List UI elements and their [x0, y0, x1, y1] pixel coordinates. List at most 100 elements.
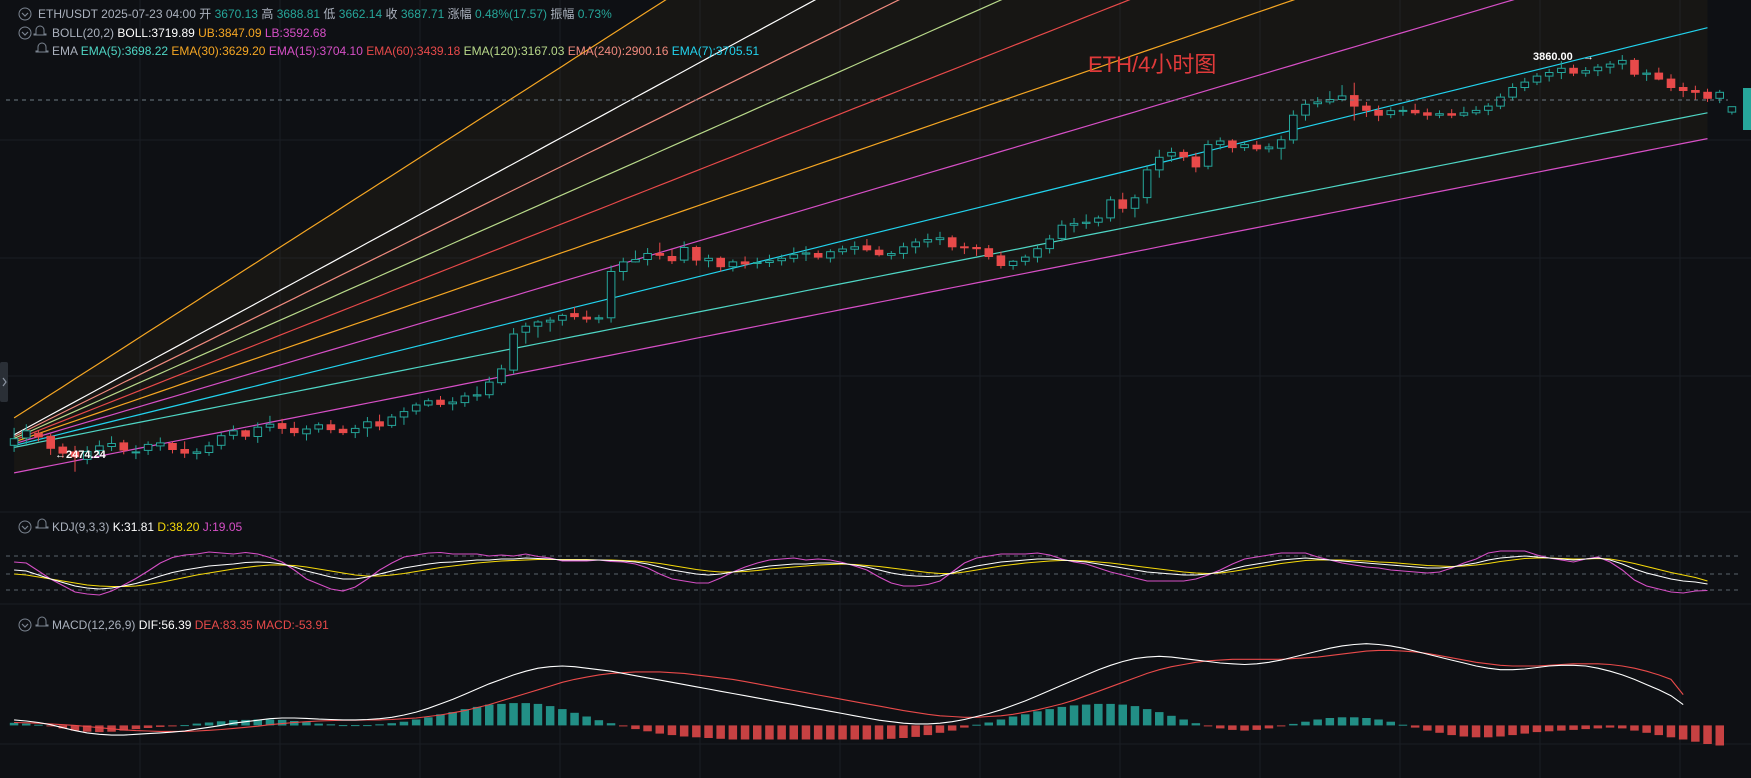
candle[interactable]: [1252, 141, 1262, 152]
candle[interactable]: [509, 328, 518, 374]
candle[interactable]: [1557, 61, 1566, 80]
candle[interactable]: [290, 421, 299, 437]
candle[interactable]: [740, 256, 750, 269]
candle[interactable]: [1386, 107, 1396, 119]
candle[interactable]: [265, 415, 275, 432]
candle[interactable]: [302, 425, 311, 441]
candle[interactable]: [813, 250, 823, 260]
candle[interactable]: [1264, 143, 1274, 153]
candle[interactable]: [1569, 64, 1578, 77]
candle[interactable]: [1691, 85, 1700, 100]
candle[interactable]: [326, 420, 336, 434]
candle[interactable]: [1118, 192, 1128, 213]
candle[interactable]: [1301, 99, 1310, 121]
candle[interactable]: [996, 251, 1006, 269]
candle[interactable]: [558, 313, 567, 326]
candle[interactable]: [1374, 105, 1383, 122]
candle[interactable]: [1033, 245, 1042, 263]
candle[interactable]: [1581, 67, 1591, 77]
collapse-chevron-icon[interactable]: [18, 26, 32, 40]
candle[interactable]: [1008, 260, 1018, 270]
candle[interactable]: [192, 448, 202, 460]
candle[interactable]: [1362, 101, 1371, 117]
candle[interactable]: [704, 254, 713, 268]
candle[interactable]: [1678, 82, 1688, 98]
candle[interactable]: [655, 242, 665, 260]
candle[interactable]: [1240, 141, 1249, 151]
collapse-chevron-icon[interactable]: [18, 618, 32, 632]
candle[interactable]: [1459, 106, 1469, 117]
candle[interactable]: [1276, 135, 1286, 160]
candle[interactable]: [1057, 220, 1067, 242]
bell-icon[interactable]: [35, 42, 49, 53]
candle[interactable]: [168, 441, 177, 454]
candle[interactable]: [1094, 215, 1103, 227]
candle[interactable]: [472, 386, 482, 401]
candle[interactable]: [765, 254, 774, 267]
candle[interactable]: [1532, 73, 1542, 86]
candle[interactable]: [119, 439, 129, 455]
candle[interactable]: [679, 241, 689, 264]
candle[interactable]: [1350, 82, 1359, 121]
candle[interactable]: [1544, 68, 1554, 82]
bell-icon[interactable]: [35, 616, 49, 627]
candle[interactable]: [838, 245, 847, 255]
candle[interactable]: [1081, 214, 1091, 229]
candle[interactable]: [582, 310, 592, 323]
candle[interactable]: [1106, 196, 1115, 222]
candle[interactable]: [314, 422, 323, 433]
candle[interactable]: [777, 254, 787, 266]
candle[interactable]: [399, 407, 409, 425]
candle[interactable]: [95, 440, 104, 456]
candle[interactable]: [1715, 89, 1725, 104]
candle[interactable]: [984, 245, 994, 260]
candle[interactable]: [1021, 254, 1030, 266]
candle[interactable]: [594, 314, 604, 324]
candle[interactable]: [1203, 140, 1213, 170]
candle[interactable]: [1398, 106, 1408, 116]
candle[interactable]: [789, 247, 799, 263]
candle[interactable]: [1142, 165, 1152, 204]
candle[interactable]: [606, 265, 616, 323]
candle[interactable]: [545, 317, 555, 332]
candle[interactable]: [862, 239, 872, 252]
candle[interactable]: [692, 245, 701, 266]
candle[interactable]: [229, 425, 238, 440]
candle[interactable]: [1630, 58, 1639, 77]
candle[interactable]: [460, 392, 470, 407]
candle[interactable]: [58, 443, 68, 458]
candle[interactable]: [497, 364, 506, 386]
candle[interactable]: [1618, 55, 1627, 70]
bell-icon[interactable]: [33, 25, 47, 36]
candle[interactable]: [1313, 97, 1323, 108]
candle[interactable]: [82, 446, 92, 465]
left-collapse-handle[interactable]: [0, 362, 8, 402]
candle[interactable]: [972, 244, 981, 256]
candle[interactable]: [826, 249, 835, 263]
candle[interactable]: [1508, 83, 1517, 101]
candle[interactable]: [350, 424, 360, 439]
candle[interactable]: [1435, 110, 1444, 119]
candle[interactable]: [277, 418, 287, 434]
candle[interactable]: [1423, 108, 1432, 120]
candle[interactable]: [411, 402, 421, 415]
candle[interactable]: [253, 422, 263, 443]
candle[interactable]: [1410, 103, 1420, 116]
candle[interactable]: [1045, 234, 1055, 254]
candle[interactable]: [1289, 110, 1298, 144]
candle[interactable]: [9, 427, 19, 452]
candle[interactable]: [156, 437, 165, 451]
candle[interactable]: [911, 238, 921, 254]
candle[interactable]: [533, 320, 543, 338]
candle[interactable]: [923, 233, 933, 248]
candle[interactable]: [1215, 137, 1225, 150]
candle[interactable]: [1703, 88, 1712, 102]
collapse-chevron-icon[interactable]: [18, 7, 32, 21]
candle[interactable]: [22, 424, 31, 445]
candle[interactable]: [728, 259, 738, 272]
candle[interactable]: [1654, 67, 1664, 81]
candle[interactable]: [143, 441, 153, 455]
candle[interactable]: [850, 241, 860, 255]
candle[interactable]: [1191, 152, 1201, 173]
candle[interactable]: [521, 322, 531, 344]
